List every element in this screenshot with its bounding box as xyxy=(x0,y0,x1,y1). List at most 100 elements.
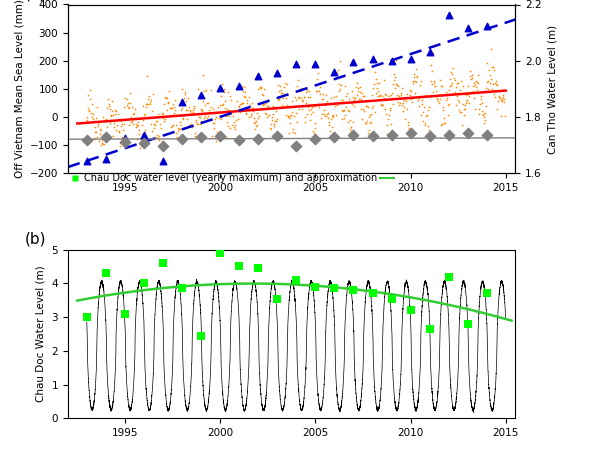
Point xyxy=(434,99,444,107)
Point xyxy=(406,95,415,103)
Point xyxy=(360,107,369,114)
Point xyxy=(446,82,455,90)
Point xyxy=(379,94,388,102)
Point xyxy=(327,123,336,130)
Point xyxy=(498,97,507,104)
Point xyxy=(124,104,134,111)
Point xyxy=(497,96,506,104)
Point xyxy=(427,67,436,74)
Point xyxy=(260,100,269,107)
Point xyxy=(428,80,437,87)
Point xyxy=(438,120,447,127)
Point xyxy=(283,113,292,120)
Point xyxy=(341,92,350,99)
Point xyxy=(377,101,386,108)
Point xyxy=(205,109,214,116)
Point xyxy=(370,68,379,76)
Point xyxy=(442,91,451,99)
Point xyxy=(347,101,356,108)
Point xyxy=(349,287,358,294)
Point xyxy=(120,310,130,317)
Point xyxy=(275,82,284,90)
Point xyxy=(273,97,282,104)
Point xyxy=(172,133,181,140)
Point xyxy=(249,120,259,127)
Point xyxy=(482,60,492,67)
Point xyxy=(112,126,121,134)
Point xyxy=(123,101,132,108)
Point xyxy=(273,295,282,302)
Point xyxy=(475,105,484,112)
Point xyxy=(340,82,350,90)
Point xyxy=(196,134,206,141)
Point xyxy=(297,85,306,92)
Point xyxy=(269,122,279,130)
Point xyxy=(158,142,168,149)
Point xyxy=(478,112,487,119)
Point xyxy=(153,135,163,142)
Point xyxy=(215,102,224,109)
Point xyxy=(139,280,148,287)
Point xyxy=(373,87,383,94)
Point xyxy=(408,79,418,86)
Point xyxy=(125,99,134,107)
Point xyxy=(357,89,366,96)
Point xyxy=(252,109,262,117)
Point xyxy=(190,132,200,140)
Point xyxy=(167,122,176,130)
Point xyxy=(135,135,145,142)
Point xyxy=(188,107,198,114)
Point xyxy=(311,102,320,109)
Point xyxy=(263,103,273,110)
Point xyxy=(456,108,466,116)
Point xyxy=(158,115,167,122)
Point xyxy=(314,104,323,111)
Point xyxy=(346,128,356,135)
Text: (b): (b) xyxy=(25,231,47,246)
Point xyxy=(125,90,135,97)
Point xyxy=(130,105,140,112)
Point xyxy=(150,121,160,128)
Point xyxy=(183,106,192,113)
Point xyxy=(132,122,141,130)
Point xyxy=(392,82,402,89)
Point xyxy=(443,111,452,118)
Point xyxy=(481,110,490,117)
Point xyxy=(277,89,286,96)
Point xyxy=(345,126,355,133)
Point xyxy=(333,69,342,76)
Legend: Chau Doc water level (yearly maximum) and approximation, : Chau Doc water level (yearly maximum) an… xyxy=(68,174,397,184)
Point xyxy=(464,82,473,89)
Point xyxy=(250,114,259,121)
Point xyxy=(265,105,274,112)
Point xyxy=(202,99,211,107)
Point xyxy=(325,118,334,126)
Point xyxy=(276,93,285,100)
Point xyxy=(413,72,422,80)
Point xyxy=(319,106,329,113)
Point xyxy=(176,122,186,129)
Point xyxy=(464,100,474,107)
Point xyxy=(234,263,244,270)
Point xyxy=(82,314,91,321)
Point xyxy=(452,92,462,99)
Point xyxy=(336,96,346,104)
Point xyxy=(166,123,175,130)
Point xyxy=(198,97,207,104)
Point xyxy=(333,67,343,74)
Point xyxy=(487,63,497,71)
Point xyxy=(281,111,290,118)
Point xyxy=(82,137,91,144)
Point xyxy=(267,117,276,124)
Point xyxy=(177,135,187,143)
Point xyxy=(418,108,428,116)
Point xyxy=(439,106,448,113)
Point xyxy=(454,99,464,106)
Point xyxy=(95,126,105,133)
Point xyxy=(120,138,130,145)
Point xyxy=(107,112,116,119)
Point xyxy=(419,93,429,100)
Point xyxy=(459,112,469,119)
Point xyxy=(139,117,148,124)
Point xyxy=(97,127,106,134)
